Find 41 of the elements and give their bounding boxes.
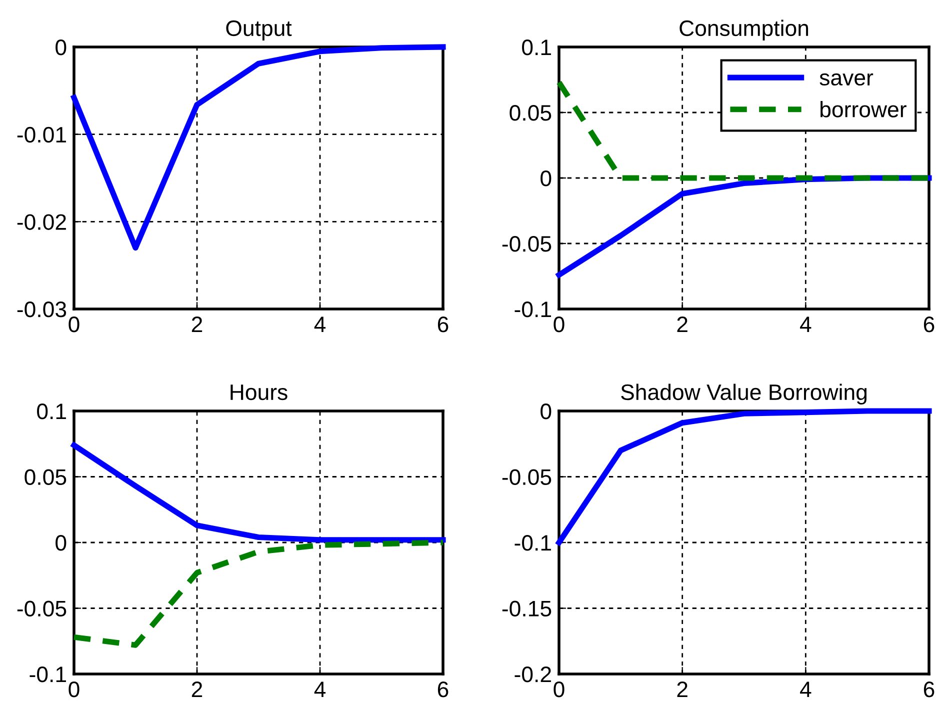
x-tick-label: 0 xyxy=(554,682,564,698)
chart-title: Shadow Value Borrowing xyxy=(621,384,867,404)
chart-title: Consumption xyxy=(680,20,808,40)
x-tick-label: 2 xyxy=(677,316,688,332)
x-tick-label: 0 xyxy=(68,682,80,698)
y-tick-label: -0.05 xyxy=(502,469,552,486)
y-tick-label: -0.05 xyxy=(502,236,552,252)
x-tick-label: 6 xyxy=(438,682,448,698)
x-tick-label: 0 xyxy=(68,316,80,332)
y-tick-label: -0.1 xyxy=(514,302,551,318)
y-tick-label: -0.03 xyxy=(17,302,66,318)
y-tick-label: -0.02 xyxy=(17,214,66,230)
x-tick-label: 2 xyxy=(677,682,688,698)
y-tick-label: 0 xyxy=(540,404,552,420)
y-tick-label: -0.05 xyxy=(17,600,66,617)
y-tick-label: -0.15 xyxy=(502,600,552,617)
y-tick-label: 0 xyxy=(56,535,66,551)
legend-label: saver xyxy=(820,73,874,86)
y-tick-label: -0.2 xyxy=(514,666,551,682)
x-tick-label: 6 xyxy=(438,316,448,332)
x-tick-label: 4 xyxy=(314,682,326,698)
y-tick-label: 0.1 xyxy=(522,40,551,56)
chart-title: Hours xyxy=(230,384,288,400)
y-tick-label: 0 xyxy=(540,170,552,186)
y-tick-label: 0.1 xyxy=(37,404,66,420)
legend-label: borrower xyxy=(820,101,906,118)
x-tick-label: 4 xyxy=(314,316,326,332)
x-tick-label: 4 xyxy=(800,682,812,698)
x-tick-label: 0 xyxy=(554,316,564,332)
y-tick-label: -0.1 xyxy=(30,666,66,682)
y-tick-label: -0.01 xyxy=(17,126,66,143)
x-tick-label: 6 xyxy=(924,316,934,332)
y-tick-label: 0.05 xyxy=(24,469,66,486)
x-tick-label: 6 xyxy=(924,682,934,698)
x-tick-label: 2 xyxy=(192,682,202,698)
y-tick-label: -0.1 xyxy=(514,535,551,551)
x-tick-label: 4 xyxy=(800,316,812,332)
x-tick-label: 2 xyxy=(192,316,202,332)
y-tick-label: 0.05 xyxy=(510,105,552,121)
y-tick-label: 0 xyxy=(56,40,66,56)
chart-title: Output xyxy=(226,20,292,40)
